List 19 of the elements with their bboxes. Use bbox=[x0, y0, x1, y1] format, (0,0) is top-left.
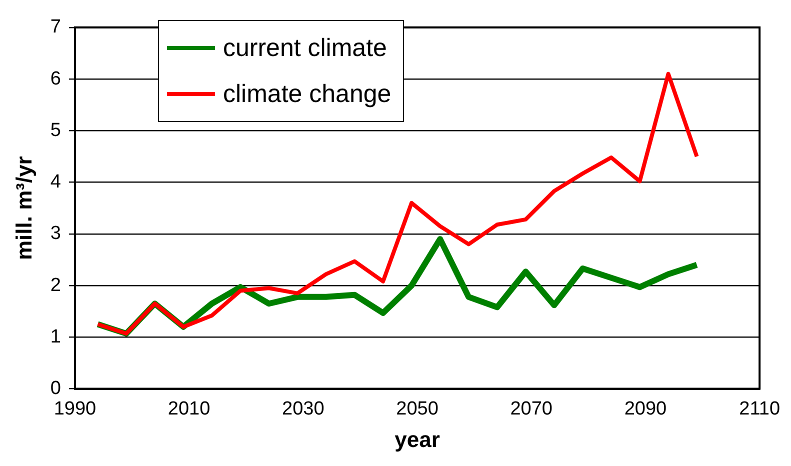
y-tick-label: 1 bbox=[50, 326, 61, 348]
x-tick-label: 2050 bbox=[396, 398, 438, 420]
y-tick-label: 6 bbox=[50, 68, 61, 90]
y-tick-label: 0 bbox=[50, 378, 61, 400]
x-tick-label: 2070 bbox=[510, 398, 553, 420]
y-tick-label: 3 bbox=[50, 223, 61, 244]
y-tick-label: 7 bbox=[50, 16, 61, 38]
legend-label: current climate bbox=[223, 34, 387, 62]
x-tick-label: 1990 bbox=[54, 398, 96, 420]
x-tick-label: 2030 bbox=[282, 398, 324, 420]
legend-label: climate change bbox=[223, 80, 392, 108]
x-tick-label: 2110 bbox=[739, 398, 780, 420]
y-axis-title: mill. m³/yr bbox=[11, 156, 36, 260]
x-tick-label: 2090 bbox=[624, 398, 667, 420]
x-tick-label: 2010 bbox=[168, 398, 210, 420]
y-tick-label: 2 bbox=[50, 274, 61, 296]
y-tick-label: 5 bbox=[50, 120, 61, 141]
x-axis-title: year bbox=[394, 426, 440, 452]
y-tick-label: 4 bbox=[50, 172, 62, 193]
